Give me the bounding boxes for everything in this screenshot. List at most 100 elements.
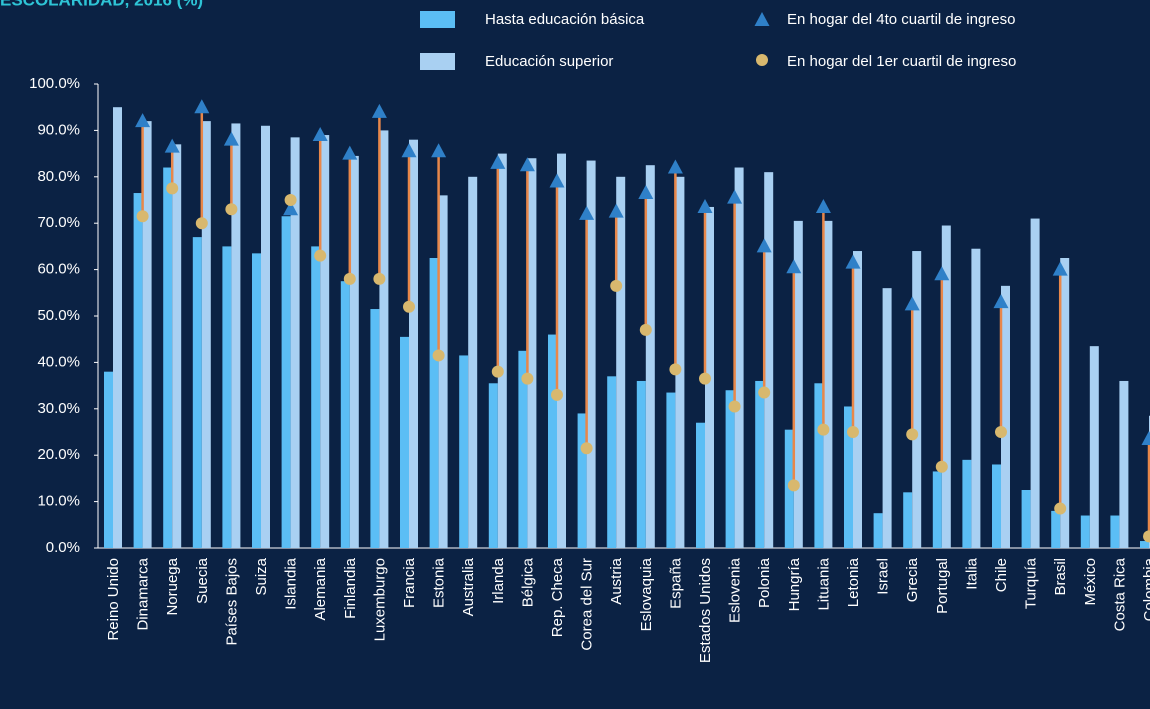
legend-swatch (420, 11, 455, 28)
x-tick-label: Países Bajos (223, 558, 240, 646)
y-tick-label: 100.0% (29, 75, 80, 92)
bar (261, 125, 270, 548)
x-tick-label: España (667, 557, 684, 609)
circle-marker (1143, 530, 1150, 543)
circle-marker (758, 386, 771, 399)
bar (379, 130, 389, 548)
bar (201, 121, 211, 549)
bar (311, 246, 321, 548)
circle-marker (728, 400, 741, 413)
x-tick-label: Francia (401, 557, 418, 608)
circle-marker (787, 479, 800, 492)
bar (340, 281, 350, 548)
triangle-marker (815, 198, 831, 213)
triangle-marker (283, 201, 299, 216)
x-tick-label: Alemania (312, 557, 329, 620)
bar (1140, 541, 1149, 548)
x-tick-label: Lituania (815, 557, 832, 610)
bar (222, 246, 232, 548)
triangle-marker (786, 259, 802, 274)
circle-marker (195, 217, 208, 230)
triangle-marker (1052, 261, 1068, 276)
triangle-marker (490, 154, 506, 169)
circle-marker (847, 426, 859, 438)
bar (142, 121, 152, 549)
legend-label: Educación superior (485, 53, 613, 70)
circle-marker (551, 388, 563, 401)
x-tick-label: Austria (608, 557, 625, 604)
x-tick-label: Islandia (283, 557, 300, 609)
circle-marker (373, 272, 386, 285)
bar (971, 248, 981, 548)
x-tick-label: Suecia (194, 557, 211, 604)
bar (903, 492, 913, 548)
triangle-marker (135, 113, 151, 128)
x-tick-label: Hungría (786, 557, 803, 611)
circle-marker (314, 249, 327, 262)
circle-marker (699, 372, 711, 385)
x-tick-label: Suiza (253, 557, 270, 595)
circle-marker (521, 372, 534, 385)
triangle-marker (342, 145, 358, 160)
bar (1119, 380, 1129, 548)
bar (823, 220, 833, 548)
x-tick-label: Letonia (845, 557, 862, 607)
y-tick-label: 80.0% (37, 168, 80, 185)
circle-marker (906, 428, 919, 441)
triangle-marker (312, 127, 328, 142)
bar (844, 406, 853, 548)
bar (172, 144, 182, 548)
x-tick-label: Portugal (934, 558, 951, 614)
triangle-marker (401, 143, 417, 158)
circle-marker (225, 203, 238, 216)
x-tick-label: Luxemburgo (371, 558, 388, 641)
triangle-marker (727, 189, 743, 204)
circle-marker (136, 210, 149, 223)
triangle-marker (519, 157, 535, 172)
bar (586, 160, 596, 548)
triangle-marker (934, 266, 950, 281)
bar (1051, 510, 1061, 548)
bar (438, 195, 448, 549)
x-tick-label: Noruega (164, 557, 181, 615)
y-tick-label: 40.0% (37, 353, 80, 370)
bar (1089, 346, 1099, 548)
bar (349, 155, 359, 549)
y-tick-label: 20.0% (37, 446, 80, 463)
triangle-marker (431, 143, 447, 158)
bar (853, 251, 862, 549)
bar (133, 193, 143, 549)
circle-marker (432, 349, 445, 362)
x-tick-label: Irlanda (490, 557, 507, 604)
bar (734, 167, 744, 548)
bar (231, 123, 241, 548)
triangle-marker (697, 198, 713, 213)
bar (409, 139, 418, 548)
triangle-marker (667, 159, 683, 174)
x-tick-label: Finlandia (342, 557, 359, 619)
bar (696, 422, 705, 548)
x-tick-label: Estados Unidos (697, 558, 714, 663)
x-tick-label: México (1082, 558, 1099, 606)
y-tick-label: 30.0% (37, 400, 80, 417)
chart-title: ESCOLARIDAD, 2016 (%) (0, 0, 203, 9)
triangle-marker (164, 138, 180, 153)
triangle-marker (845, 254, 861, 269)
y-tick-label: 50.0% (37, 307, 80, 324)
bar (675, 176, 685, 549)
legend-marker (756, 54, 768, 66)
circle-marker (284, 194, 297, 206)
x-tick-label: Israel (875, 558, 892, 595)
x-tick-label: Bélgica (519, 557, 536, 607)
bar (320, 135, 330, 549)
bar (666, 392, 676, 548)
bar (488, 383, 498, 548)
x-tick-label: Colombia (1141, 557, 1150, 621)
bar (616, 176, 626, 549)
circle-marker (403, 300, 415, 313)
legend-swatch (420, 53, 455, 70)
bar (764, 172, 774, 548)
bar (932, 471, 942, 548)
bar (725, 390, 735, 548)
bar (793, 220, 803, 548)
